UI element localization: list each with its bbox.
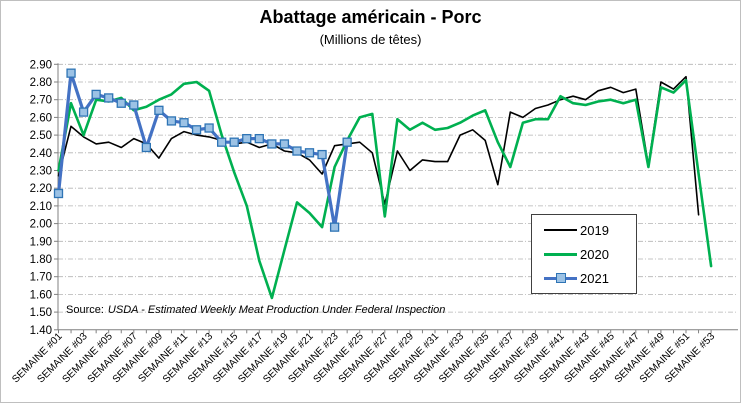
svg-text:2.70: 2.70 — [30, 95, 52, 107]
legend-square-marker — [555, 273, 566, 283]
legend-label: 2020 — [580, 246, 609, 262]
legend-line-sample-2020 — [544, 252, 577, 256]
svg-text:2.10: 2.10 — [30, 201, 52, 213]
legend-label: 2019 — [580, 222, 609, 238]
source-prefix: Source: — [66, 304, 104, 316]
legend-item-2019: 2019 — [532, 218, 636, 242]
svg-text:1.50: 1.50 — [30, 307, 52, 319]
legend-line-sample-2021 — [544, 273, 577, 283]
svg-text:2.80: 2.80 — [30, 77, 52, 89]
svg-text:2.50: 2.50 — [30, 130, 52, 142]
legend-line-sample-2019 — [544, 229, 577, 231]
svg-text:1.40: 1.40 — [30, 325, 52, 337]
svg-text:1.80: 1.80 — [30, 254, 52, 266]
svg-text:2.60: 2.60 — [30, 112, 52, 124]
source-text: USDA - Estimated Weekly Meat Production … — [107, 304, 446, 316]
chart-title: Abattage américain - Porc — [259, 7, 482, 27]
svg-text:1.70: 1.70 — [30, 272, 52, 284]
svg-text:2.00: 2.00 — [30, 219, 52, 231]
legend-item-2020: 2020 — [532, 242, 636, 266]
legend-label: 2021 — [580, 270, 609, 286]
legend-item-2021: 2021 — [532, 266, 636, 290]
svg-text:2.90: 2.90 — [30, 59, 52, 71]
svg-text:2.20: 2.20 — [30, 183, 52, 195]
source-note: Source: USDA - Estimated Weekly Meat Prod… — [66, 304, 445, 316]
svg-text:1.90: 1.90 — [30, 236, 52, 248]
chart-subtitle: (Millions de têtes) — [319, 32, 422, 47]
svg-text:1.60: 1.60 — [30, 289, 52, 301]
svg-text:2.30: 2.30 — [30, 166, 52, 178]
chart-legend: 2019 2020 2021 — [531, 214, 637, 294]
svg-text:2.40: 2.40 — [30, 148, 52, 160]
